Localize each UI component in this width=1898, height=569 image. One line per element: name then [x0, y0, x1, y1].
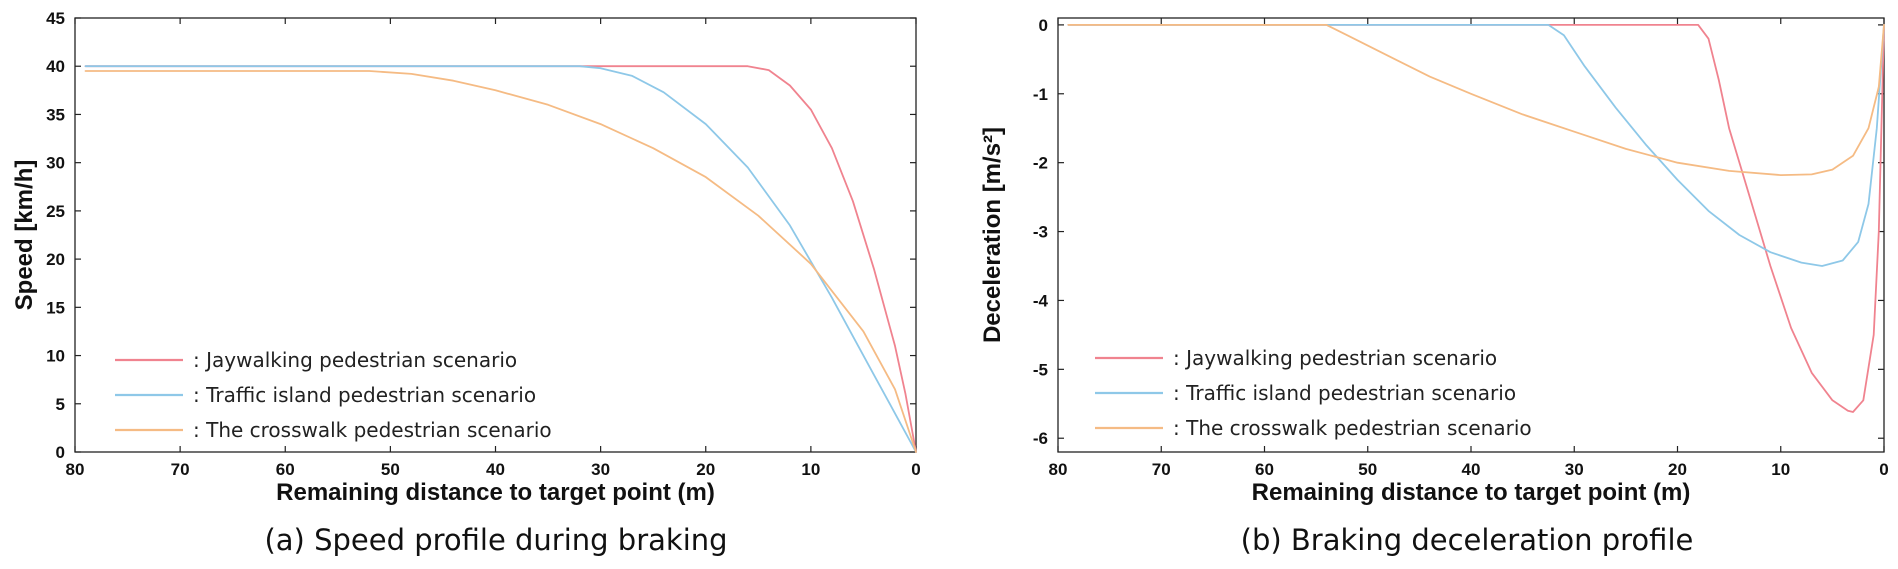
- legend-label-2: : Traffic island pedestrian scenario: [193, 383, 536, 407]
- y-tick-label: -6: [1033, 429, 1048, 448]
- series-line-2: [84, 65, 917, 453]
- x-tick-label: 40: [486, 460, 505, 479]
- legend-label-3: : The crosswalk pedestrian scenario: [193, 418, 552, 442]
- x-tick-label: 30: [591, 460, 610, 479]
- x-tick-label: 80: [66, 460, 85, 479]
- y-tick-label: 0: [56, 443, 65, 462]
- series-line-3: [1067, 24, 1885, 176]
- y-axis-title: Speed [km/h]: [11, 160, 38, 311]
- legend-label-3: : The crosswalk pedestrian scenario: [1173, 416, 1532, 440]
- series-line-1: [1067, 24, 1885, 413]
- x-tick-label: 80: [1049, 460, 1068, 479]
- legend: : Jaywalking pedestrian scenario : Traffi…: [115, 348, 552, 442]
- y-tick-label: -5: [1033, 360, 1048, 379]
- x-tick-label: 40: [1462, 460, 1481, 479]
- y-tick-label: -1: [1033, 85, 1048, 104]
- y-tick-label: -2: [1033, 154, 1048, 173]
- panel-speed-profile: 80 70 60 50 40 30 20 10 0 0 5 10 15 20 25 30 35 40 45 Remai…: [11, 9, 921, 557]
- x-tick-label: 20: [1668, 460, 1687, 479]
- legend-label-1: : Jaywalking pedestrian scenario: [1173, 346, 1497, 370]
- y-tick-label: -4: [1033, 291, 1049, 310]
- legend-label-1: : Jaywalking pedestrian scenario: [193, 348, 517, 372]
- x-tick-label: 10: [1771, 460, 1790, 479]
- series-line-2: [1067, 24, 1885, 267]
- y-tick-label: 30: [46, 154, 65, 173]
- x-tick-label: 70: [1152, 460, 1171, 479]
- y-tick-label: 40: [46, 57, 65, 76]
- x-axis-title: Remaining distance to target point (m): [1252, 479, 1691, 506]
- y-tick-label: 25: [46, 202, 65, 221]
- y-tick-label: 0: [1039, 16, 1048, 35]
- panel-caption: (a) Speed profile during braking: [264, 523, 727, 557]
- y-axis-title: Deceleration [m/s²]: [979, 127, 1006, 343]
- x-tick-label: 70: [171, 460, 190, 479]
- series-line-3: [84, 70, 917, 453]
- y-tick-label: 45: [46, 9, 65, 28]
- x-tick-label: 60: [276, 460, 295, 479]
- y-tick-label: 10: [46, 347, 65, 366]
- y-tick-label: 20: [46, 250, 65, 269]
- x-tick-label: 20: [696, 460, 715, 479]
- y-tick-label: 5: [56, 395, 65, 414]
- legend: : Jaywalking pedestrian scenario : Traffi…: [1095, 346, 1532, 440]
- x-tick-label: 60: [1255, 460, 1274, 479]
- y-tick-label: -3: [1033, 223, 1048, 242]
- panel-deceleration-profile: 80 70 60 50 40 30 20 10 0 0 -1 -2 -3 -4 -5 -6 Remaining …: [979, 16, 1889, 557]
- x-tick-label: 0: [1879, 460, 1888, 479]
- panel-caption: (b) Braking deceleration profile: [1241, 523, 1694, 557]
- y-tick-label: 35: [46, 105, 65, 124]
- x-axis-title: Remaining distance to target point (m): [276, 479, 715, 506]
- x-tick-label: 30: [1565, 460, 1584, 479]
- legend-label-2: : Traffic island pedestrian scenario: [1173, 381, 1516, 405]
- x-tick-label: 50: [1358, 460, 1377, 479]
- y-tick-label: 15: [46, 298, 65, 317]
- x-tick-label: 0: [911, 460, 920, 479]
- x-tick-label: 50: [381, 460, 400, 479]
- x-tick-label: 10: [801, 460, 820, 479]
